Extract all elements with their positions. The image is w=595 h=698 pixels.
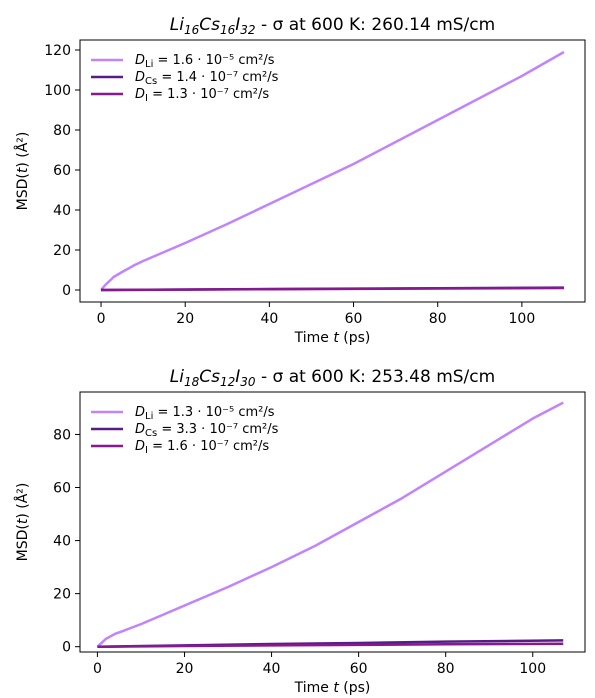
x-axis-label: Time t (ps) (294, 330, 371, 346)
legend-entry: DI = 1.6 · 10⁻⁷ cm²/s (135, 439, 269, 456)
y-tick-label: 60 (53, 163, 71, 179)
chart-title: Li16Cs16I32 - σ at 600 K: 260.14 mS/cm (170, 15, 495, 37)
x-tick-label: 20 (176, 661, 194, 677)
legend-entry: DCs = 3.3 · 10⁻⁷ cm²/s (135, 422, 279, 439)
x-tick-label: 40 (263, 661, 281, 677)
y-tick-label: 0 (62, 283, 71, 299)
plot-frame (79, 39, 586, 303)
legend-entry: DCs = 1.4 · 10⁻⁷ cm²/s (135, 70, 279, 87)
x-tick-label: 60 (345, 311, 363, 327)
y-tick-label: 80 (53, 427, 71, 443)
x-tick-label: 0 (97, 311, 106, 327)
x-tick-label: 100 (509, 311, 536, 327)
chart-panel-1: Li16Cs16I32 - σ at 600 K: 260.14 mS/cm 0 2… (14, 15, 586, 346)
legend-entry: DLi = 1.6 · 10⁻⁵ cm²/s (135, 53, 275, 70)
plot-frame (79, 391, 586, 653)
y-tick-label: 20 (53, 243, 71, 259)
series-line-i (97, 642, 564, 648)
x-tick-label: 80 (437, 661, 455, 677)
series-line-i (101, 286, 564, 292)
y-tick-label: 20 (53, 587, 71, 603)
y-tick-label: 0 (62, 640, 71, 656)
series-line-li (100, 50, 565, 291)
chart-panel-2: Li18Cs12I30 - σ at 600 K: 253.48 mS/cm 0 2… (14, 367, 586, 696)
series-line-li (96, 401, 564, 648)
y-tick-label: 120 (44, 43, 71, 59)
legend-entry: DI = 1.3 · 10⁻⁷ cm²/s (135, 87, 269, 104)
x-tick-label: 20 (176, 311, 194, 327)
y-tick-label: 100 (44, 83, 71, 99)
x-tick-label: 60 (350, 661, 368, 677)
x-tick-label: 40 (260, 311, 278, 327)
y-axis-label: MSD(t) (Å²) (14, 483, 31, 562)
y-tick-label: 40 (53, 534, 71, 550)
x-axis-label: Time t (ps) (294, 680, 371, 696)
y-tick-label: 80 (53, 123, 71, 139)
y-axis-label: MSD(t) (Å²) (14, 132, 31, 211)
x-tick-label: 0 (93, 661, 102, 677)
x-tick-label: 80 (429, 311, 447, 327)
legend-entry: DLi = 1.3 · 10⁻⁵ cm²/s (135, 405, 275, 422)
y-tick-label: 40 (53, 203, 71, 219)
chart-title: Li18Cs12I30 - σ at 600 K: 253.48 mS/cm (170, 367, 495, 389)
y-tick-label: 60 (53, 481, 71, 497)
x-tick-label: 100 (519, 661, 546, 677)
